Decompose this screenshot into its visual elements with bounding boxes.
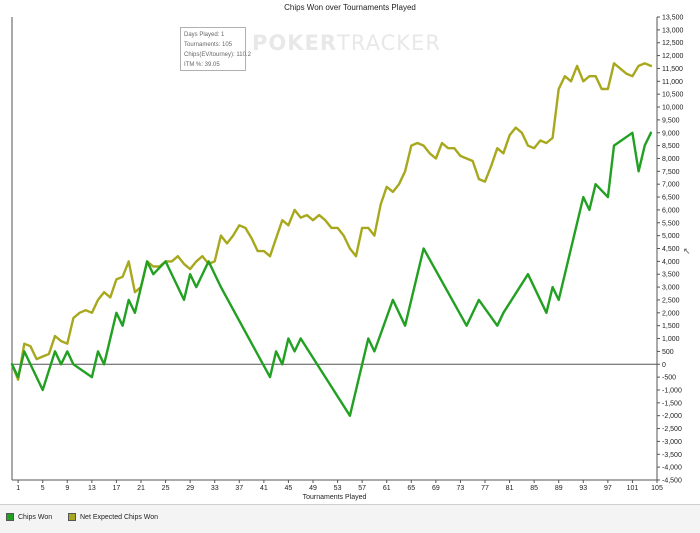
y-tick-label: 8,500 xyxy=(662,143,680,150)
y-tick-label: 4,000 xyxy=(662,259,680,266)
watermark-part1: POKER xyxy=(252,31,338,55)
y-tick-label: -1,000 xyxy=(662,387,682,394)
info-days-played: Days Played: 1 xyxy=(184,32,225,38)
x-tick-label: 89 xyxy=(555,485,563,492)
y-tick-label: -2,000 xyxy=(662,413,682,420)
x-tick-label: 33 xyxy=(211,485,219,492)
info-tournaments: Tournaments: 105 xyxy=(184,42,233,48)
series-line-net-expected-chips-won xyxy=(10,62,653,381)
y-tick-label: 6,000 xyxy=(662,207,680,214)
legend-item-chips-won[interactable]: Chips Won xyxy=(6,513,52,521)
legend-item-net-expected[interactable]: Net Expected Chips Won xyxy=(68,513,158,521)
y-tick-label: 4,500 xyxy=(662,246,680,253)
x-tick-label: 65 xyxy=(407,485,415,492)
y-tick-label: 8,000 xyxy=(662,156,680,163)
x-tick-label: 25 xyxy=(162,485,170,492)
x-tick-label: 105 xyxy=(651,485,663,492)
y-tick-label: 5,500 xyxy=(662,220,680,227)
x-tick-label: 57 xyxy=(358,485,366,492)
chart-legend: Chips Won Net Expected Chips Won xyxy=(0,504,700,533)
x-axis-label: Tournaments Played xyxy=(303,494,367,501)
x-tick-label: 37 xyxy=(235,485,243,492)
y-tick-label: 5,000 xyxy=(662,233,680,240)
legend-swatch-net-expected xyxy=(68,513,76,521)
y-tick-label: 9,500 xyxy=(662,117,680,124)
y-tick-label: 10,500 xyxy=(662,92,684,99)
y-tick-label: 3,000 xyxy=(662,285,680,292)
y-tick-label: -4,500 xyxy=(662,478,682,485)
pokertracker-watermark-logo: POKERTRACKER xyxy=(252,31,441,55)
x-tick-label: 29 xyxy=(186,485,194,492)
y-tick-label: 9,000 xyxy=(662,130,680,137)
y-tick-label: -500 xyxy=(662,375,676,382)
x-tick-label: 49 xyxy=(309,485,317,492)
x-tick-label: 17 xyxy=(113,485,121,492)
stats-info-box: Days Played: 1 Tournaments: 105 Chips(EV… xyxy=(180,27,251,71)
series-line-chips-won xyxy=(10,131,653,417)
y-tick-label: -4,000 xyxy=(662,465,682,472)
y-tick-label: 11,000 xyxy=(662,79,683,86)
x-tick-label: 9 xyxy=(65,485,69,492)
y-tick-label: 0 xyxy=(662,362,666,369)
y-tick-label: 13,500 xyxy=(662,15,684,22)
y-tick-label: -3,000 xyxy=(662,439,682,446)
x-tick-label: 13 xyxy=(88,485,96,492)
watermark-part2: TRACKER xyxy=(337,31,441,55)
x-tick-label: 21 xyxy=(137,485,145,492)
x-tick-label: 5 xyxy=(41,485,45,492)
legend-label-net-expected: Net Expected Chips Won xyxy=(80,513,159,521)
x-tick-label: 41 xyxy=(260,485,268,492)
legend-label-chips-won: Chips Won xyxy=(18,513,53,521)
x-tick-label: 77 xyxy=(481,485,489,492)
y-tick-label: 2,000 xyxy=(662,310,680,317)
x-tick-label: 97 xyxy=(604,485,612,492)
x-tick-label: 1 xyxy=(16,485,20,492)
x-tick-label: 53 xyxy=(334,485,342,492)
y-tick-label: 12,500 xyxy=(662,40,684,47)
y-tick-label: 3,500 xyxy=(662,272,680,279)
y-tick-label: 7,500 xyxy=(662,169,680,176)
y-tick-label: 500 xyxy=(662,349,674,356)
y-tick-label: 10,000 xyxy=(662,105,684,112)
y-tick-label: 13,000 xyxy=(662,27,684,34)
y-tick-label: 7,000 xyxy=(662,182,680,189)
info-chips-ev: Chips(EV/tourney): 110.2 xyxy=(184,52,251,58)
x-tick-label: 69 xyxy=(432,485,440,492)
y-tick-label: -2,500 xyxy=(662,426,682,433)
x-tick-label: 73 xyxy=(457,485,465,492)
y-tick-label: -1,500 xyxy=(662,400,682,407)
y-tick-label: 2,500 xyxy=(662,297,680,304)
y-tick-label: 1,500 xyxy=(662,323,680,330)
y-tick-label: 1,000 xyxy=(662,336,680,343)
x-tick-label: 81 xyxy=(506,485,514,492)
chart-title: Chips Won over Tournaments Played xyxy=(284,3,416,12)
x-tick-label: 45 xyxy=(285,485,293,492)
x-tick-label: 85 xyxy=(530,485,538,492)
chart-plot: -4,500 -4,000 -3,500 -3,000 -2,500 -2,000 -1,5… xyxy=(10,15,684,501)
mouse-cursor-icon: ↖ xyxy=(683,246,691,256)
legend-swatch-chips-won xyxy=(6,513,14,521)
x-tick-label: 93 xyxy=(579,485,587,492)
y-tick-label: 6,500 xyxy=(662,195,680,202)
y-tick-label: 12,000 xyxy=(662,53,684,60)
y-tick-label: -3,500 xyxy=(662,452,682,459)
y-tick-label: 11,500 xyxy=(662,66,683,73)
x-tick-label: 101 xyxy=(627,485,639,492)
x-tick-label: 61 xyxy=(383,485,391,492)
info-itm: ITM %: 39.05 xyxy=(184,62,220,68)
